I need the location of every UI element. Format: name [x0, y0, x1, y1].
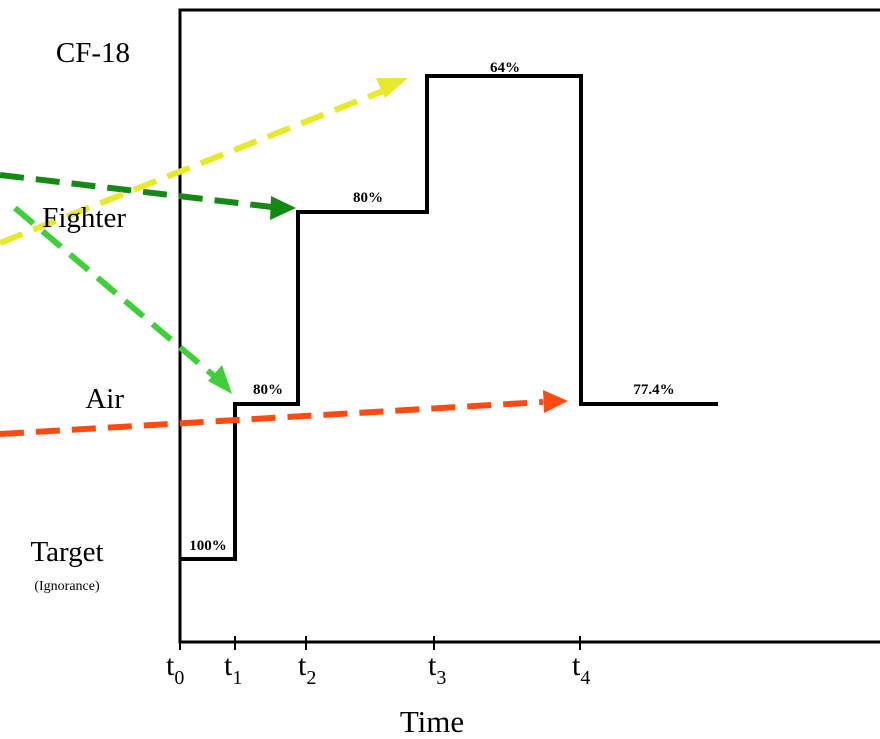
belief-step-line: [180, 74, 718, 561]
pct-label-fighter: 80%: [353, 190, 383, 206]
pct-label-air: 80%: [253, 382, 283, 398]
time-tick-label-t0: t0: [166, 649, 184, 689]
time-tick-label-t4: t4: [572, 649, 590, 689]
time-tick-label-t1: t1: [224, 649, 242, 689]
x-axis-title: Time: [400, 704, 464, 739]
pct-label-target: 100%: [189, 538, 227, 554]
level-label-fighter: Fighter: [42, 202, 126, 234]
pct-label-final: 77.4%: [633, 382, 674, 398]
time-tick-marks: [179, 636, 581, 650]
level-label-target: Target: [30, 536, 103, 568]
level-label-air: Air: [85, 383, 124, 415]
level-label-cf18: CF-18: [56, 37, 130, 69]
arrow-orange-red: [0, 390, 568, 437]
time-tick-label-t3: t3: [428, 649, 446, 689]
arrow-yellow: [0, 78, 408, 246]
pct-label-cf18: 64%: [490, 60, 520, 76]
plot-frame: [178, 8, 880, 644]
time-tick-label-t2: t2: [298, 649, 316, 689]
level-label-target-sub: (Ignorance): [34, 579, 100, 594]
arrow-light-green: [13, 205, 232, 394]
arrow-dark-green: [0, 172, 296, 220]
